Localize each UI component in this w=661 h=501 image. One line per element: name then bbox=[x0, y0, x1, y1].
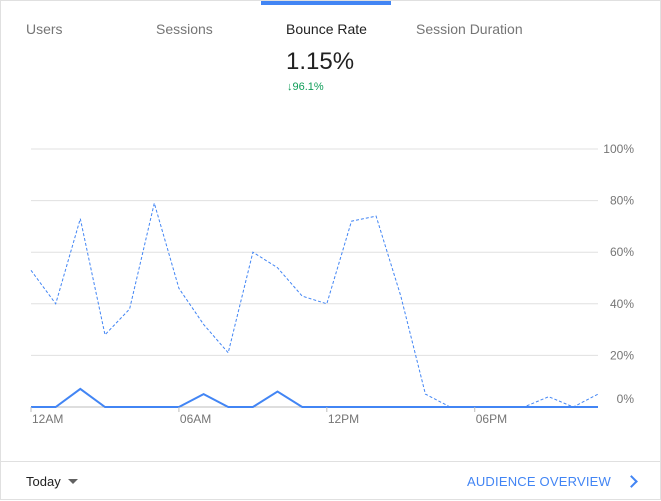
x-tick-label: 06AM bbox=[180, 412, 211, 426]
tab-users-label: Users bbox=[26, 21, 63, 37]
tab-sessions[interactable]: Sessions bbox=[131, 1, 261, 111]
bounce-rate-chart: 0% 20% 40% 60% 80% 100% 12AM 06AM 12PM 06PM bbox=[30, 142, 634, 426]
tab-bounce-rate-label: Bounce Rate bbox=[286, 21, 367, 37]
audience-overview-label: AUDIENCE OVERVIEW bbox=[466, 474, 611, 489]
y-tick-label: 40% bbox=[610, 297, 634, 311]
tab-session-duration[interactable]: Session Duration bbox=[391, 1, 541, 111]
y-tick-label: 0% bbox=[617, 392, 635, 406]
x-tick-label: 12PM bbox=[328, 412, 359, 426]
metric-change-value: 96.1% bbox=[292, 81, 324, 93]
x-axis-ticks: 12AM 06AM 12PM 06PM bbox=[30, 407, 507, 426]
caret-down-icon bbox=[67, 479, 78, 484]
audience-overview-link[interactable]: AUDIENCE OVERVIEW bbox=[466, 474, 638, 489]
card-footer: Today AUDIENCE OVERVIEW bbox=[1, 461, 660, 501]
active-tab-indicator bbox=[261, 1, 391, 5]
metric-change: ↓96.1% bbox=[287, 81, 324, 93]
y-tick-label: 100% bbox=[603, 142, 634, 156]
series-line-current bbox=[31, 387, 598, 408]
tab-sessions-label: Sessions bbox=[156, 21, 213, 37]
chevron-right-icon bbox=[625, 475, 638, 488]
x-tick-label: 06PM bbox=[476, 412, 507, 426]
y-tick-label: 60% bbox=[610, 245, 634, 259]
series-line-previous bbox=[30, 201, 599, 408]
tab-session-duration-label: Session Duration bbox=[416, 21, 523, 37]
metric-value: 1.15% bbox=[286, 48, 355, 75]
x-tick-label: 12AM bbox=[32, 412, 63, 426]
y-tick-label: 80% bbox=[610, 194, 634, 208]
y-tick-label: 20% bbox=[610, 348, 634, 362]
arrow-down-icon: ↓ bbox=[287, 81, 293, 93]
metric-tabs: Users Sessions Bounce Rate Session Durat… bbox=[1, 1, 660, 111]
date-range-dropdown[interactable]: Today bbox=[26, 474, 78, 489]
tab-users[interactable]: Users bbox=[1, 1, 131, 111]
y-axis-ticks: 0% 20% 40% 60% 80% 100% bbox=[603, 142, 634, 406]
chart-series bbox=[30, 201, 599, 408]
date-range-label: Today bbox=[26, 474, 61, 489]
chart-grid bbox=[31, 148, 598, 408]
tab-bounce-rate[interactable]: Bounce Rate bbox=[261, 1, 391, 111]
